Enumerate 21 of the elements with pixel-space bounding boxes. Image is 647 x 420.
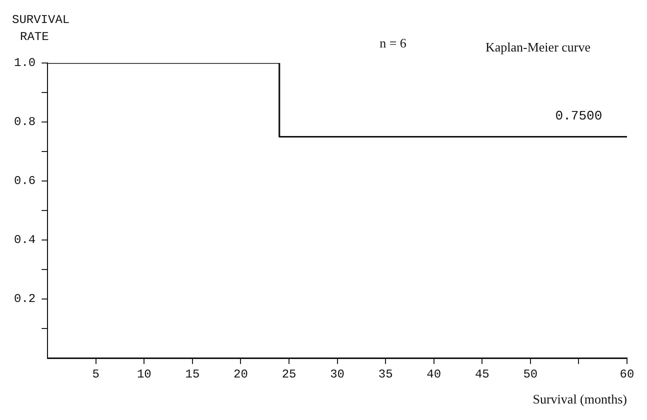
x-tick-label: 10 [136, 367, 152, 382]
text: n = 6 [380, 35, 407, 50]
x-tick-label: 30 [330, 367, 345, 382]
x-tick-label: 25 [282, 367, 296, 382]
x-tick-label: 35 [378, 367, 393, 382]
x-tick-label: 15 [185, 367, 200, 382]
y-tick-label: 0.6 [14, 174, 36, 188]
annotation: 0.7500 [555, 108, 602, 124]
x-tick-label: 40 [426, 367, 442, 382]
x-tick-label: 45 [474, 367, 490, 382]
x-tick-label: 60 [620, 367, 634, 382]
text: Kaplan-Meier curve [485, 39, 591, 54]
x-tick-label: 5 [92, 367, 100, 382]
y-tick-label: 0.4 [14, 233, 36, 248]
x-tick-label: 50 [523, 367, 538, 382]
x-axis-title: Survival (months) [532, 392, 627, 407]
y-tick-label: 1.0 [14, 56, 36, 70]
y-tick-label: 0.2 [14, 292, 36, 306]
y-tick-label: 0.8 [14, 115, 36, 130]
y-axis-title: SURVIVAL RATE [12, 13, 70, 44]
x-tick-label: 20 [234, 367, 248, 382]
